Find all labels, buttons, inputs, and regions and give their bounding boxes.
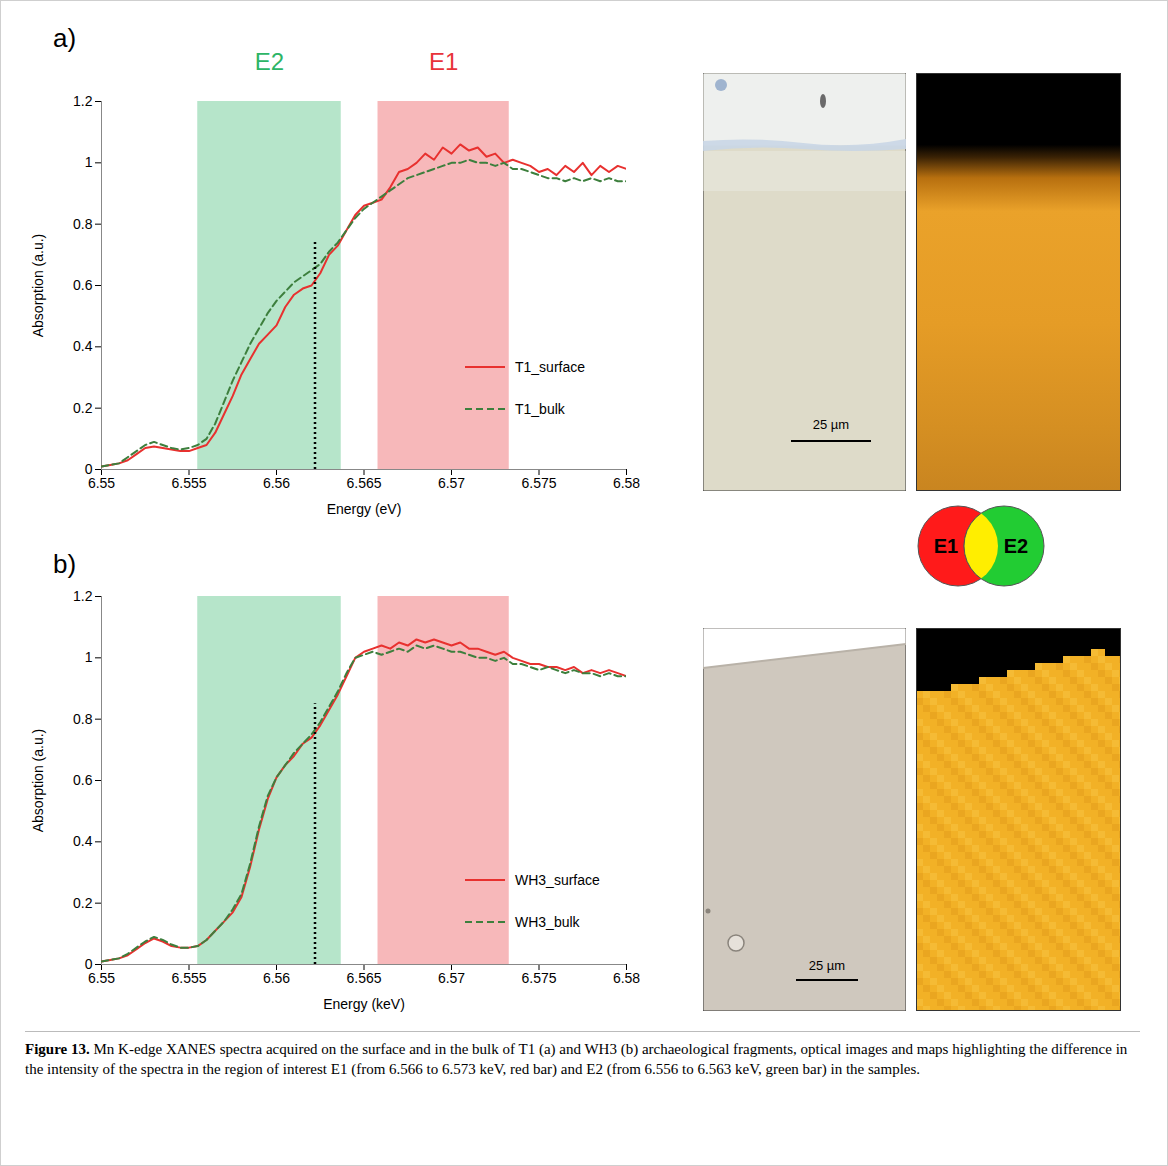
svg-text:E2: E2 <box>255 48 284 75</box>
svg-text:Absorption (a.u.): Absorption (a.u.) <box>30 234 46 338</box>
html-text:Figure 13. Mn K-edge XANES spe: Figure 13. Mn K-edge XANES spectra acqui… <box>25 1041 1128 1077</box>
svg-text:6.555: 6.555 <box>171 970 206 986</box>
svg-text:1.2: 1.2 <box>73 588 93 604</box>
html-text:a): a) <box>53 23 77 53</box>
svg-text:1.2: 1.2 <box>73 93 93 109</box>
svg-text:6.58: 6.58 <box>613 475 640 491</box>
html-text:WH3_surface: WH3_surface <box>515 872 600 888</box>
svg-text:6.555: 6.555 <box>171 475 206 491</box>
svg-text:6.57: 6.57 <box>438 475 465 491</box>
svg-text:0.4: 0.4 <box>73 338 93 354</box>
svg-text:0.2: 0.2 <box>73 400 93 416</box>
svg-text:6.56: 6.56 <box>263 475 290 491</box>
svg-text:0.6: 0.6 <box>73 277 93 293</box>
svg-text:0: 0 <box>84 461 93 477</box>
svg-text:0.8: 0.8 <box>73 216 93 232</box>
svg-text:Energy (keV): Energy (keV) <box>323 996 405 1012</box>
html-text:WH3_bulk: WH3_bulk <box>515 914 580 930</box>
svg-text:E1: E1 <box>934 535 958 557</box>
svg-text:6.57: 6.57 <box>438 970 465 986</box>
svg-text:1: 1 <box>85 649 93 665</box>
svg-text:6.55: 6.55 <box>88 475 115 491</box>
svg-text:6.55: 6.55 <box>88 970 115 986</box>
svg-text:1: 1 <box>85 154 93 170</box>
svg-text:6.565: 6.565 <box>346 970 381 986</box>
svg-text:25 µm: 25 µm <box>813 417 849 432</box>
svg-text:E2: E2 <box>1004 535 1028 557</box>
svg-text:6.58: 6.58 <box>613 970 640 986</box>
svg-text:6.575: 6.575 <box>521 475 556 491</box>
svg-text:25 µm: 25 µm <box>809 958 845 973</box>
svg-text:6.565: 6.565 <box>346 475 381 491</box>
svg-text:0.8: 0.8 <box>73 711 93 727</box>
svg-text:6.56: 6.56 <box>263 970 290 986</box>
svg-text:Absorption (a.u.): Absorption (a.u.) <box>30 729 46 833</box>
svg-text:0.4: 0.4 <box>73 833 93 849</box>
html-text:T1_surface: T1_surface <box>515 359 585 375</box>
svg-text:Energy (eV): Energy (eV) <box>327 501 402 517</box>
svg-text:E1: E1 <box>429 48 458 75</box>
html-text:b): b) <box>53 549 77 579</box>
html-text:T1_bulk: T1_bulk <box>515 401 565 417</box>
svg-text:0.6: 0.6 <box>73 772 93 788</box>
svg-text:0.2: 0.2 <box>73 895 93 911</box>
svg-text:0: 0 <box>84 956 93 972</box>
svg-text:6.575: 6.575 <box>521 970 556 986</box>
